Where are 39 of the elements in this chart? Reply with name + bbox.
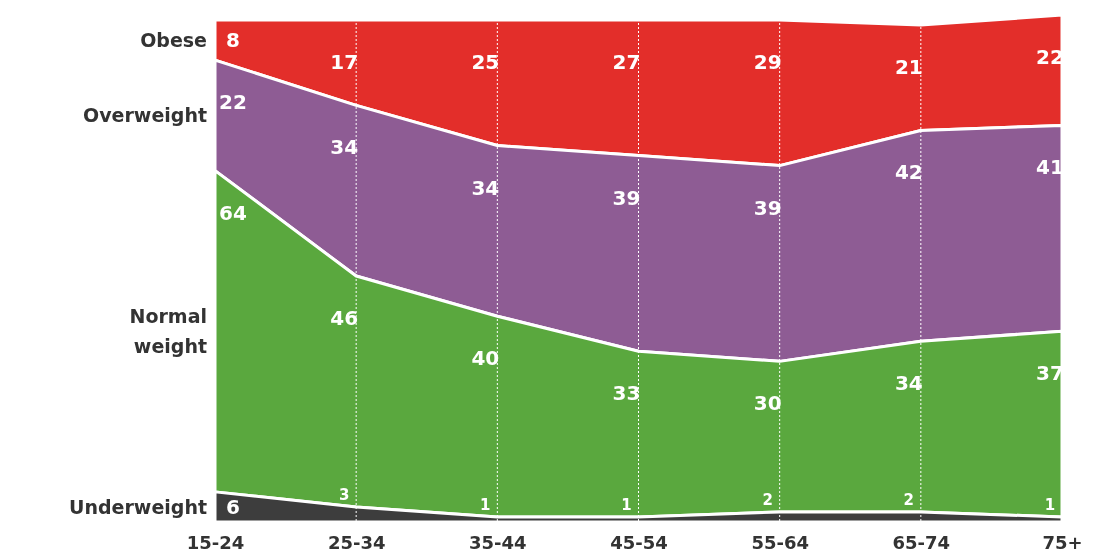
x-tick-label: 55-64 — [751, 531, 809, 553]
x-tick-label: 15-24 — [186, 531, 245, 553]
x-tick-label: 25-34 — [327, 531, 386, 553]
data-label: 40 — [471, 346, 500, 371]
data-label: 1 — [1044, 496, 1056, 515]
x-tick-label: 35-44 — [469, 531, 527, 553]
data-label: 39 — [753, 195, 782, 220]
data-label: 30 — [753, 391, 782, 416]
data-label: 8 — [226, 28, 240, 53]
data-label: 17 — [330, 50, 359, 75]
data-label: 46 — [330, 306, 359, 331]
data-label: 34 — [894, 371, 923, 396]
series-label: Overweight — [83, 104, 207, 127]
x-tick-label: 75+ — [1042, 531, 1083, 553]
data-label: 41 — [1036, 155, 1064, 180]
series-label: Underweight — [69, 495, 207, 518]
data-label: 33 — [612, 381, 641, 406]
data-label: 29 — [753, 50, 782, 75]
x-tick-label: 45-54 — [610, 531, 668, 553]
data-label: 6 — [226, 494, 240, 519]
series-label: Obese — [140, 28, 207, 51]
data-label: 22 — [1036, 45, 1064, 69]
data-label: 2 — [903, 491, 915, 510]
data-label: 34 — [471, 175, 500, 200]
data-label: 21 — [894, 55, 923, 80]
data-label: 37 — [1036, 361, 1064, 386]
data-label: 2 — [762, 491, 773, 510]
data-label: 42 — [894, 160, 923, 185]
series-label: Normal weight — [129, 304, 207, 357]
data-label: 22 — [219, 90, 247, 115]
data-label: 25 — [471, 50, 500, 75]
data-label: 39 — [612, 185, 641, 210]
x-tick-label: 65-74 — [892, 531, 951, 553]
data-label: 1 — [621, 496, 632, 515]
data-label: 27 — [612, 50, 641, 75]
data-label: 1 — [480, 496, 491, 515]
data-label: 3 — [338, 486, 350, 505]
data-label: 64 — [219, 200, 247, 225]
data-label: 34 — [330, 135, 359, 160]
